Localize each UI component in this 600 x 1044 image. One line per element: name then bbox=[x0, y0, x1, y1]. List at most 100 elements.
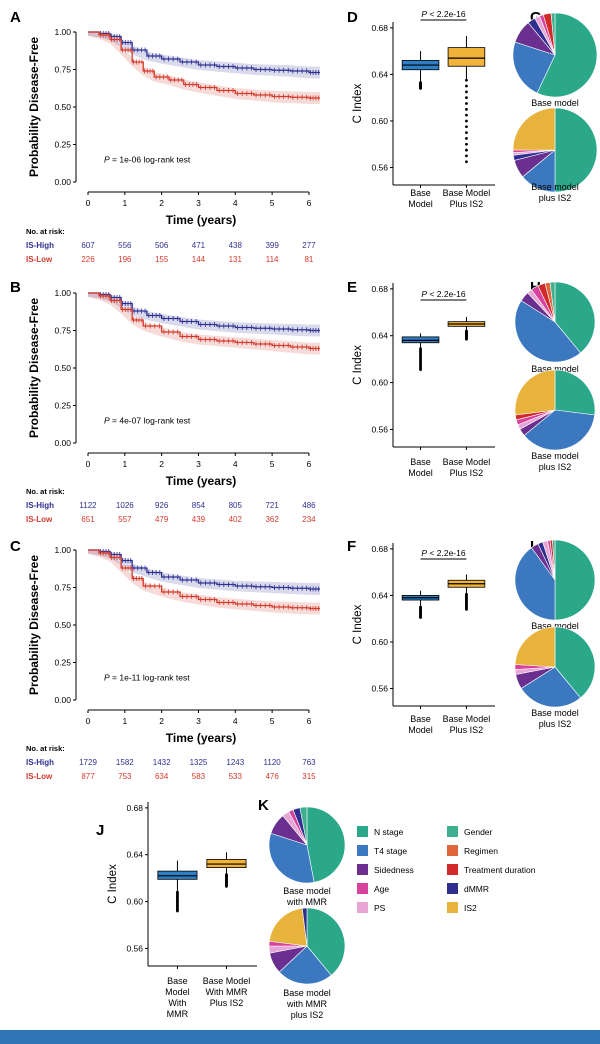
y-tick-label: 0.50 bbox=[54, 363, 71, 373]
legend-label: IS2 bbox=[464, 903, 477, 913]
outlier-point bbox=[465, 137, 468, 140]
panel-letter: I bbox=[530, 538, 534, 555]
risk-count-low: 315 bbox=[302, 772, 316, 781]
risk-label-high: IS-High bbox=[26, 758, 54, 767]
category-label: Plus IS2 bbox=[450, 725, 484, 735]
risk-count-low: 557 bbox=[118, 515, 132, 524]
y-tick-label: 0.68 bbox=[371, 284, 388, 294]
legend-label: Gender bbox=[464, 827, 493, 837]
x-tick-label: 1 bbox=[122, 198, 127, 208]
outlier-point bbox=[465, 131, 468, 135]
survival-line bbox=[88, 292, 320, 350]
risk-count-low: 402 bbox=[229, 515, 243, 524]
category-label: Base Model bbox=[443, 188, 491, 198]
outlier-point bbox=[465, 78, 468, 82]
risk-count-low: 533 bbox=[229, 772, 243, 781]
category-label: Base bbox=[410, 188, 431, 198]
legend-swatch bbox=[357, 826, 368, 837]
x-tick-label: 4 bbox=[233, 198, 238, 208]
x-tick-label: 2 bbox=[159, 198, 164, 208]
outlier-point bbox=[465, 337, 468, 341]
risk-count-low: 634 bbox=[155, 772, 169, 781]
pie-slice bbox=[278, 945, 332, 985]
x-axis-label: Time (years) bbox=[166, 474, 236, 488]
y-tick-label: 0.25 bbox=[54, 401, 71, 411]
risk-count-high: 506 bbox=[155, 241, 169, 250]
panel-letter: C bbox=[10, 538, 21, 555]
legend-swatch bbox=[447, 864, 458, 875]
risk-count-high: 926 bbox=[155, 501, 169, 510]
risk-count-high: 1432 bbox=[153, 758, 171, 767]
y-tick-label: 0.25 bbox=[54, 140, 71, 150]
pie-slice bbox=[514, 300, 581, 363]
y-axis-label: Probability Disease-Free bbox=[27, 298, 41, 438]
pie-label: Base model bbox=[531, 451, 579, 461]
y-tick-label: 1.00 bbox=[54, 288, 71, 298]
pie-slice bbox=[514, 547, 556, 621]
y-tick-label: 0.56 bbox=[371, 684, 388, 694]
risk-count-low: 439 bbox=[192, 515, 206, 524]
risk-count-high: 1122 bbox=[79, 501, 97, 510]
bottom-bar bbox=[0, 1030, 600, 1044]
x-tick-label: 0 bbox=[86, 198, 91, 208]
y-tick-label: 0.68 bbox=[371, 23, 388, 33]
pie-slice bbox=[523, 409, 596, 451]
p-value-text: = 1e-06 log-rank test bbox=[110, 155, 191, 165]
survival-line bbox=[88, 549, 320, 590]
pie-slice bbox=[301, 907, 308, 947]
x-tick-label: 5 bbox=[270, 716, 275, 726]
category-label: Base Model bbox=[203, 976, 251, 986]
y-tick-label: 0.64 bbox=[371, 590, 388, 600]
category-label: MMR bbox=[167, 1009, 189, 1019]
risk-label-high: IS-High bbox=[26, 501, 54, 510]
km-panel-a: A 0.00 0.25 0.50 0.75 1.00 0 1 2 3 4 5 6 Time (years)… bbox=[10, 9, 320, 264]
legend: N stage Gender T4 stage Regimen Sidedness Tre… bbox=[357, 826, 536, 913]
pie-label: with MMR bbox=[286, 897, 327, 907]
y-axis-label: C Index bbox=[352, 83, 364, 123]
y-tick-label: 0.64 bbox=[126, 850, 143, 860]
pie-slice bbox=[306, 806, 346, 883]
y-axis-label: Probability Disease-Free bbox=[27, 555, 41, 695]
outlier-point bbox=[465, 113, 468, 117]
risk-label-low: IS-Low bbox=[26, 772, 53, 781]
risk-count-high: 854 bbox=[192, 501, 206, 510]
p-value-text: = 1e-11 log-rank test bbox=[110, 673, 191, 683]
risk-count-low: 226 bbox=[81, 255, 95, 264]
p-value-annotation: P < 2.2e-16 bbox=[421, 9, 465, 19]
y-tick-label: 0.60 bbox=[126, 897, 143, 907]
x-tick-label: 2 bbox=[159, 459, 164, 469]
risk-count-high: 805 bbox=[229, 501, 243, 510]
y-tick-label: 1.00 bbox=[54, 545, 71, 555]
risk-label-low: IS-Low bbox=[26, 515, 53, 524]
legend-label: Regimen bbox=[464, 846, 498, 856]
y-tick-label: 0.64 bbox=[371, 69, 388, 79]
risk-table-title: No. at risk: bbox=[26, 227, 65, 236]
x-tick-label: 0 bbox=[86, 716, 91, 726]
x-tick-label: 3 bbox=[196, 198, 201, 208]
risk-count-low: 114 bbox=[266, 255, 279, 264]
pie-slice bbox=[512, 41, 556, 94]
km-panel-c: C 0.00 0.25 0.50 0.75 1.00 0 1 2 3 4 5 6 Time (years)… bbox=[10, 538, 320, 781]
panel-letter: F bbox=[347, 538, 356, 555]
risk-count-low: 131 bbox=[229, 255, 243, 264]
outlier-point bbox=[465, 142, 468, 146]
risk-count-high: 1729 bbox=[79, 758, 97, 767]
outlier-point bbox=[419, 368, 422, 372]
pie-slice bbox=[550, 12, 556, 56]
risk-count-low: 476 bbox=[265, 772, 279, 781]
x-axis-label: Time (years) bbox=[166, 731, 236, 745]
risk-count-high: 277 bbox=[302, 241, 316, 250]
category-label: Base bbox=[410, 457, 431, 467]
risk-count-high: 438 bbox=[229, 241, 243, 250]
risk-count-low: 234 bbox=[302, 515, 316, 524]
y-tick-label: 0.68 bbox=[371, 544, 388, 554]
pie-slice bbox=[306, 907, 346, 976]
y-axis-label: C Index bbox=[352, 345, 364, 385]
risk-table-title: No. at risk: bbox=[26, 744, 65, 753]
risk-count-high: 471 bbox=[192, 241, 206, 250]
